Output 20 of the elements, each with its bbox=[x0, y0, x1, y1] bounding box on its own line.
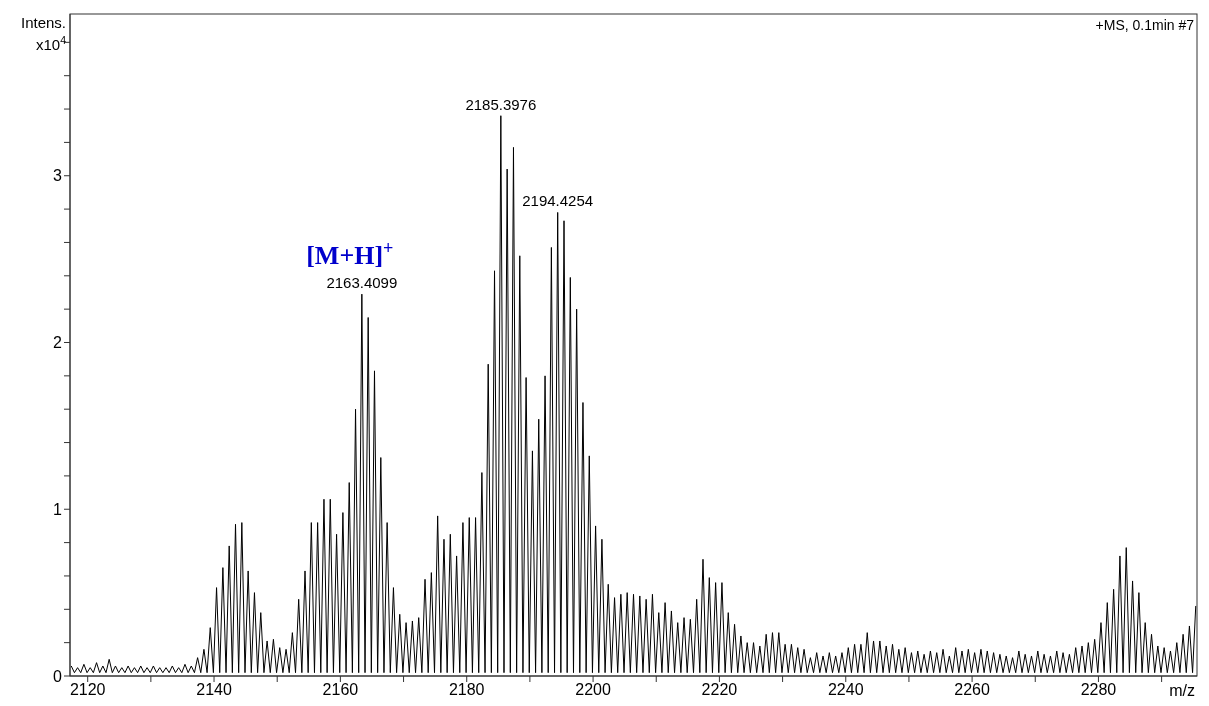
x-tick-label: 2280 bbox=[1080, 681, 1117, 699]
annotation: 2163.4099 bbox=[326, 274, 398, 292]
x-tick-label: 2140 bbox=[196, 681, 232, 699]
x-tick-label: 2260 bbox=[954, 681, 990, 699]
x-axis-title: m/z bbox=[1169, 682, 1195, 699]
x-tick-label: 2160 bbox=[322, 681, 359, 699]
x-tick-label: 2220 bbox=[701, 681, 738, 699]
y-tick-label: 1 bbox=[53, 500, 63, 518]
x-tick-label: 2180 bbox=[448, 681, 485, 699]
x-tick-label: 2120 bbox=[69, 681, 106, 699]
annotation: 2194.4254 bbox=[522, 192, 594, 210]
annotation: [M+H]$^{+}$ bbox=[306, 238, 394, 271]
y-axis-title: Intens. x10$^{4}$ bbox=[20, 14, 67, 53]
y-tick-label: 0 bbox=[53, 667, 63, 685]
x-tick-label: 2240 bbox=[827, 681, 864, 699]
x-tick-label: 2200 bbox=[575, 681, 611, 699]
y-tick-label: 2 bbox=[53, 334, 63, 352]
y-tick-label: 3 bbox=[53, 167, 63, 185]
annotation: +MS, 0.1min #7 bbox=[1095, 17, 1195, 33]
annotation: 2185.3976 bbox=[465, 95, 537, 113]
